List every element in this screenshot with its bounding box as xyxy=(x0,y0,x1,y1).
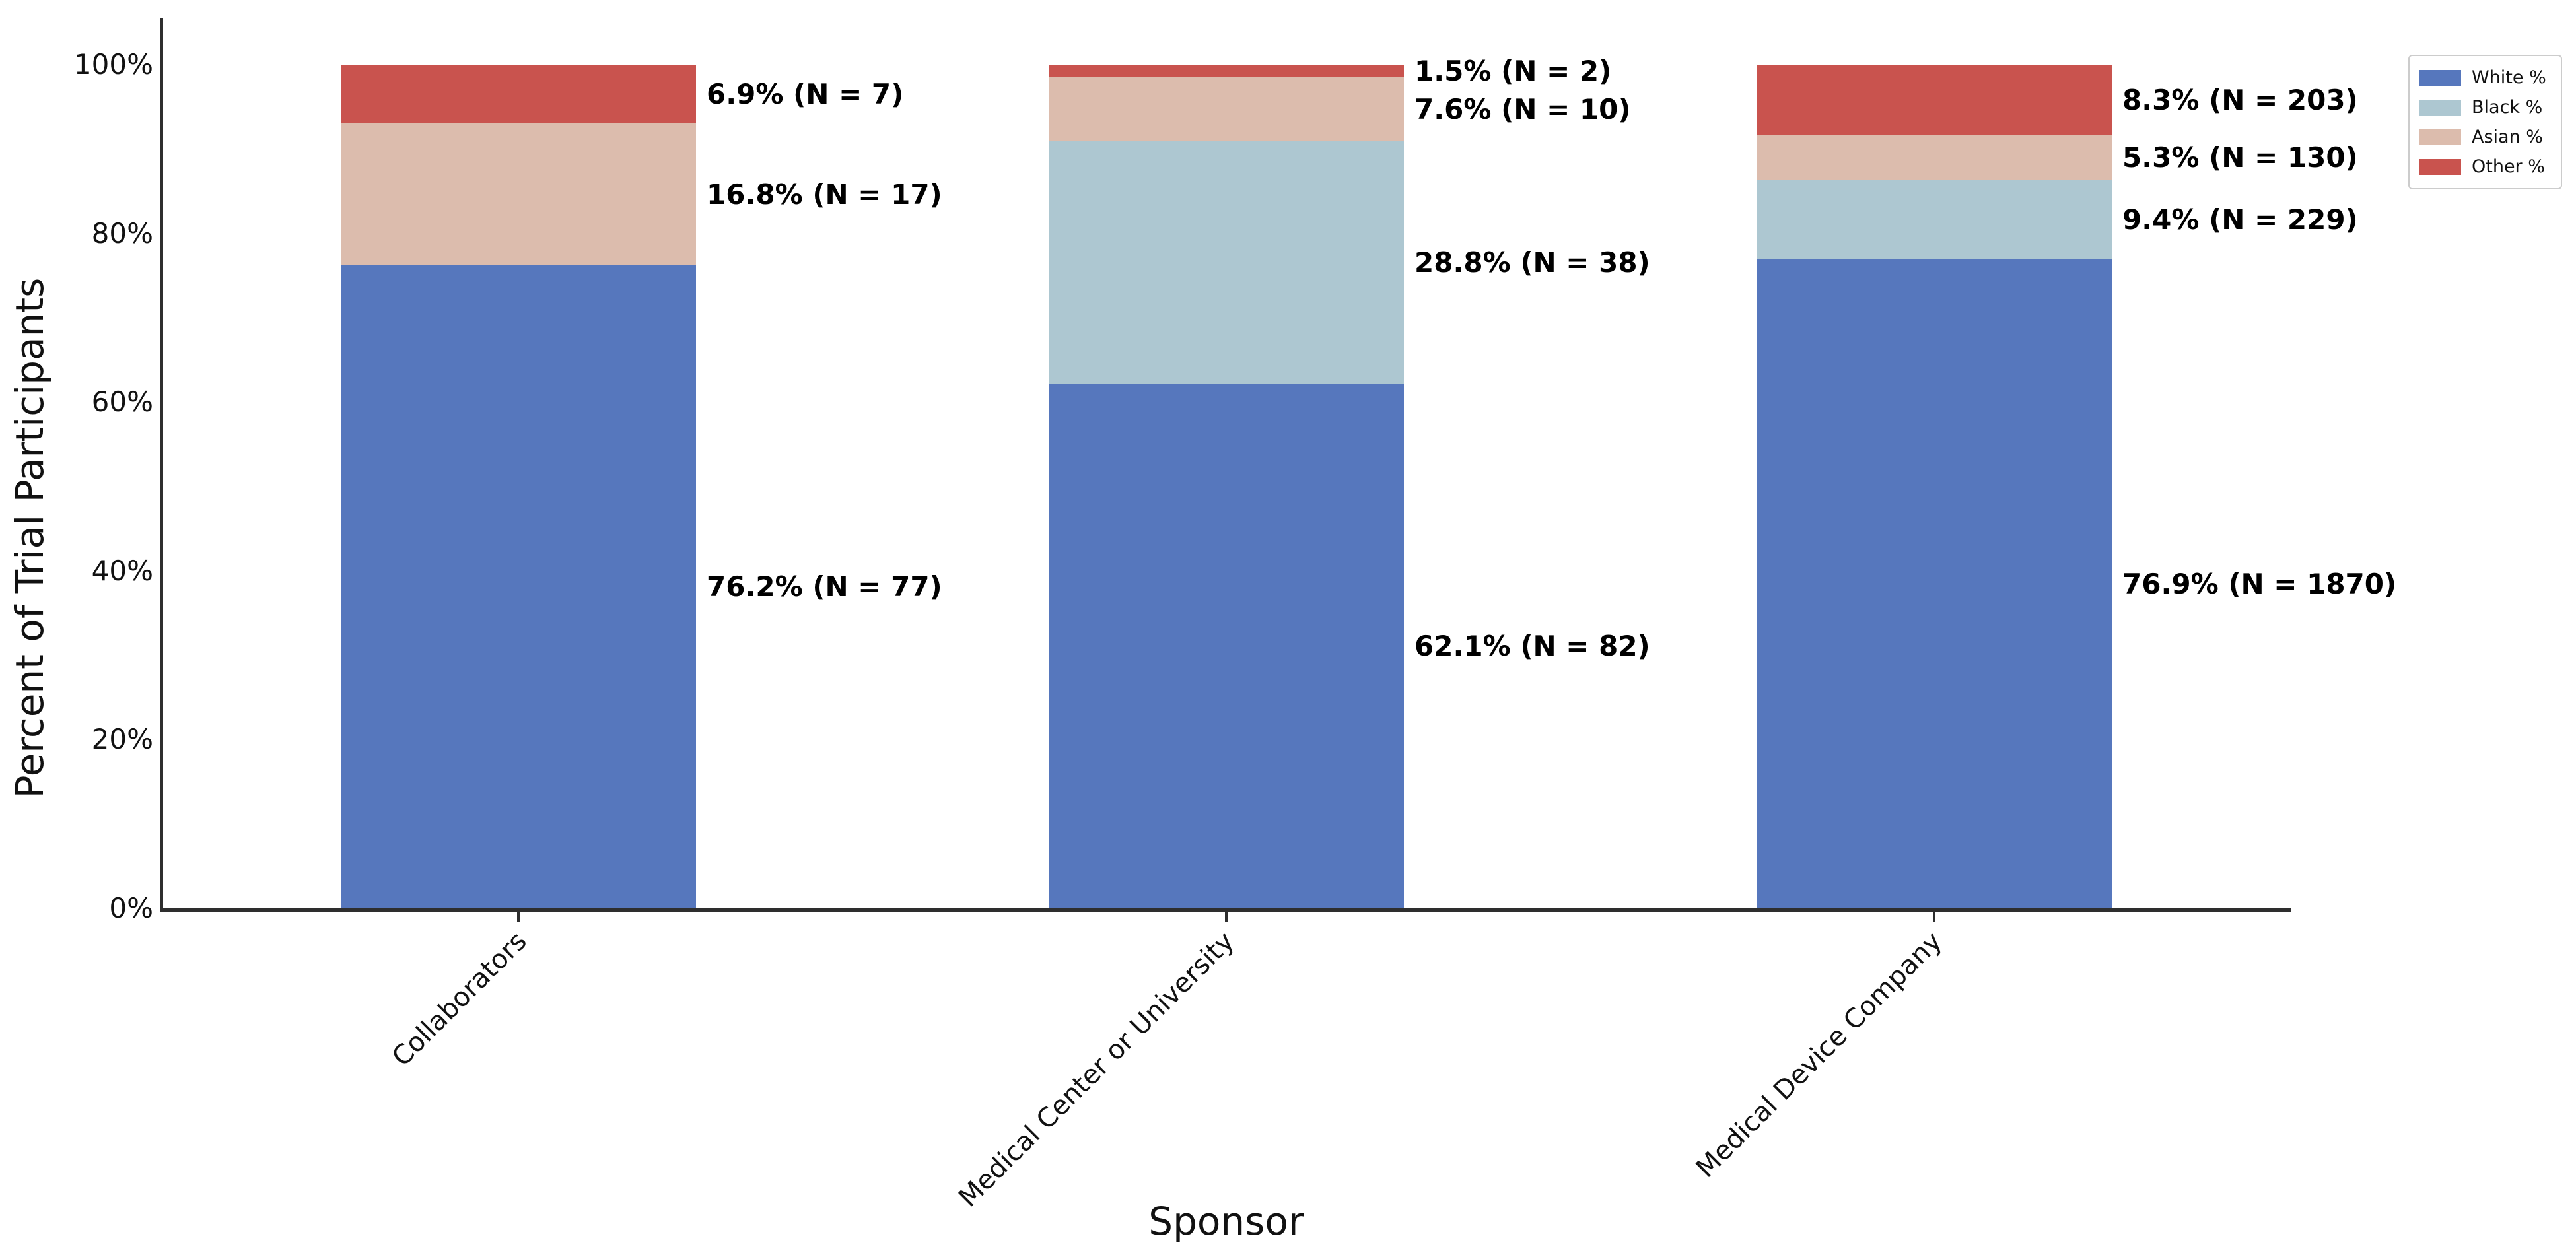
x-tick-mark xyxy=(1933,912,1935,922)
y-tick-label: 40% xyxy=(91,554,153,587)
legend: White % Black % Asian % Other % xyxy=(2408,55,2562,189)
y-tick-label: 20% xyxy=(91,723,153,756)
x-tick-mark xyxy=(517,912,520,922)
y-tick-label: 100% xyxy=(73,48,153,81)
bar-annotation: 62.1% (N = 82) xyxy=(1414,630,1650,663)
legend-label: Other % xyxy=(2472,156,2545,177)
y-tick-label: 60% xyxy=(91,386,153,419)
bar-segment xyxy=(1757,65,2112,136)
bar-segment xyxy=(1049,384,1404,908)
legend-item: Other % xyxy=(2410,156,2561,177)
bar-annotation: 76.9% (N = 1870) xyxy=(2122,567,2397,600)
bar-segment xyxy=(1757,135,2112,181)
bar-annotation: 1.5% (N = 2) xyxy=(1414,54,1612,87)
bar-segment xyxy=(341,123,696,266)
y-tick-label: 0% xyxy=(109,892,153,924)
bar-annotation: 5.3% (N = 130) xyxy=(2122,141,2358,174)
x-tick-label: Collaborators xyxy=(386,926,533,1073)
bar-segment xyxy=(1757,259,2112,908)
legend-label: Black % xyxy=(2472,97,2543,118)
legend-label: Asian % xyxy=(2472,127,2543,147)
x-tick-label: Medical Device Company xyxy=(1690,926,1949,1184)
bar-segment xyxy=(341,65,696,124)
bar-annotation: 16.8% (N = 17) xyxy=(707,178,942,211)
legend-item: White % xyxy=(2410,67,2561,88)
x-tick-label: Medical Center or University xyxy=(953,926,1241,1213)
legend-swatch xyxy=(2419,158,2461,175)
bar-segment xyxy=(1757,180,2112,260)
legend-item: Asian % xyxy=(2410,127,2561,147)
x-tick-mark xyxy=(1225,912,1228,922)
bar-annotation: 7.6% (N = 10) xyxy=(1414,92,1631,125)
bar-annotation: 28.8% (N = 38) xyxy=(1414,246,1650,279)
y-axis-spine xyxy=(160,18,163,912)
bar-annotation: 9.4% (N = 229) xyxy=(2122,203,2358,236)
y-tick-label: 80% xyxy=(91,217,153,250)
legend-swatch xyxy=(2419,99,2461,116)
legend-swatch xyxy=(2419,129,2461,145)
bar-segment xyxy=(1049,65,1404,78)
bar-annotation: 6.9% (N = 7) xyxy=(707,78,904,111)
legend-label: White % xyxy=(2472,67,2546,88)
bar-segment xyxy=(1049,77,1404,142)
bar-segment xyxy=(1049,141,1404,385)
y-axis-title: Percent of Trial Participants xyxy=(7,277,52,799)
bar-annotation: 76.2% (N = 77) xyxy=(707,570,942,603)
bar-annotation: 8.3% (N = 203) xyxy=(2122,84,2358,117)
legend-swatch xyxy=(2419,69,2461,86)
legend-item: Black % xyxy=(2410,97,2561,118)
bar-segment xyxy=(341,265,696,908)
x-axis-spine xyxy=(160,908,2291,912)
x-axis-title: Sponsor xyxy=(1148,1199,1304,1244)
